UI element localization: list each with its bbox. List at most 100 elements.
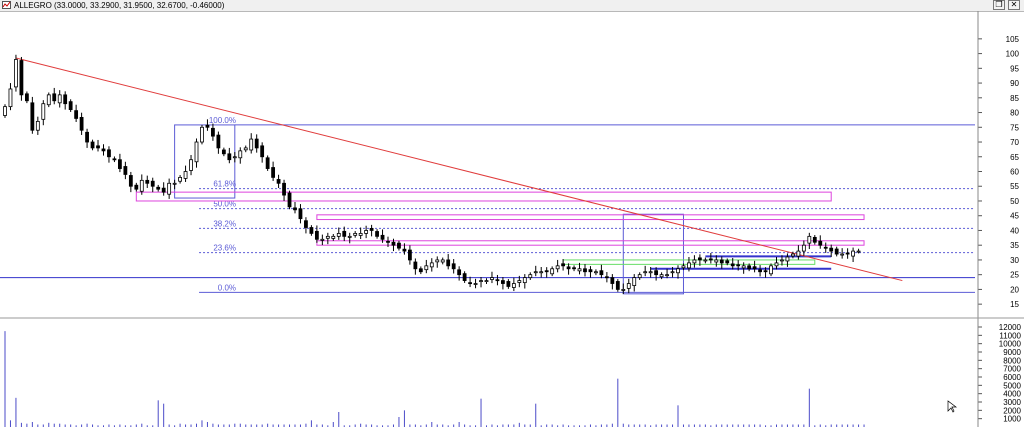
price-tick-label: 55	[1010, 182, 1019, 191]
candle-body	[697, 257, 702, 261]
candle-body	[780, 259, 784, 262]
candle-body	[594, 271, 598, 274]
candle-body	[134, 184, 139, 190]
candle-body	[495, 279, 500, 282]
candle-body	[544, 270, 549, 273]
candle-body	[599, 270, 604, 276]
candle-body	[572, 267, 576, 270]
candle-body	[118, 159, 122, 169]
candle-body	[665, 274, 669, 277]
candle-body	[615, 281, 620, 290]
resistance-zone	[316, 240, 865, 246]
candle-body	[260, 145, 265, 158]
candle-body	[413, 261, 418, 270]
candle-body	[561, 263, 566, 267]
mouse-cursor-icon	[947, 400, 958, 413]
price-tick-label: 75	[1010, 123, 1019, 132]
candle-body	[703, 259, 708, 262]
candle-body	[506, 281, 511, 287]
price-tick-label: 70	[1010, 138, 1019, 147]
candle-body	[648, 271, 653, 274]
candle-body	[74, 110, 79, 119]
price-tick-label: 30	[1010, 256, 1019, 265]
candle-body	[353, 233, 358, 236]
candle-body	[473, 283, 478, 285]
candle-body	[216, 134, 221, 149]
volume-tick-label: 12000	[999, 323, 1022, 332]
candle-body	[807, 235, 812, 244]
price-tick-label: 80	[1010, 109, 1019, 118]
candle-body	[63, 94, 68, 105]
candle-body	[172, 182, 177, 185]
candle-body	[736, 264, 741, 267]
price-tick-label: 60	[1010, 168, 1019, 177]
candle-body	[238, 150, 243, 159]
candle-body	[522, 277, 527, 284]
price-tick-label: 25	[1010, 271, 1019, 280]
resistance-zone	[135, 191, 832, 202]
candle-body	[468, 282, 472, 285]
fibonacci-overlays: 100.0% 61.8% 50.0% 38.2% 23.6% 0.0%	[0, 57, 975, 295]
candle-body	[747, 265, 752, 270]
price-tick-label: 15	[1010, 300, 1019, 309]
candle-body	[440, 259, 445, 263]
candle-body	[484, 280, 489, 283]
candle-body	[309, 227, 314, 234]
close-button[interactable]: ✕	[1008, 0, 1020, 10]
volume-bars	[4, 331, 865, 427]
candle-body	[325, 235, 330, 239]
candle-body	[145, 179, 150, 184]
candle-body	[834, 248, 839, 255]
candle-body	[823, 246, 828, 249]
candle-body	[183, 171, 188, 179]
candles	[3, 54, 861, 294]
candle-body	[763, 270, 768, 273]
volume-tick-label: 2000	[1003, 406, 1021, 415]
candle-body	[457, 269, 462, 276]
candle-body	[418, 268, 423, 273]
candle-body	[347, 235, 352, 238]
fib-level-label: 23.6%	[213, 244, 236, 253]
candle-body	[462, 273, 467, 281]
candle-body	[812, 236, 817, 243]
fib-level-label: 0.0%	[218, 283, 236, 292]
restore-button[interactable]: ❐	[993, 0, 1005, 10]
candle-body	[123, 166, 128, 175]
candle-body	[211, 127, 215, 137]
candle-body	[41, 103, 46, 120]
candle-body	[167, 182, 172, 195]
candle-body	[112, 158, 117, 161]
candle-body	[90, 141, 95, 149]
candle-body	[282, 182, 286, 196]
candle-body	[604, 276, 609, 279]
candle-body	[35, 120, 40, 131]
candle-body	[375, 231, 379, 237]
candle-body	[271, 167, 276, 178]
price-tick-label: 35	[1010, 241, 1019, 250]
candle-body	[714, 259, 719, 263]
candle-body	[227, 153, 232, 161]
price-tick-label: 85	[1010, 94, 1019, 103]
candle-body	[79, 117, 84, 131]
candle-body	[490, 277, 494, 280]
candle-body	[407, 249, 412, 261]
price-axis: 15 20 25 30 35 40 45 50 55 60 65 70 75 80 85 90 95 100 105	[978, 35, 1020, 309]
candle-body	[46, 94, 51, 106]
candle-body	[626, 283, 631, 289]
volume-tick-label: 9000	[1003, 348, 1021, 357]
candle-body	[583, 268, 587, 273]
candle-body	[397, 242, 401, 249]
chart-window-icon	[2, 1, 11, 9]
candle-body	[276, 179, 281, 184]
candle-body	[637, 274, 642, 279]
candle-body	[85, 131, 89, 143]
candle-body	[446, 259, 451, 267]
price-tick-label: 20	[1010, 285, 1019, 294]
candle-body	[178, 176, 182, 182]
candle-body	[845, 252, 850, 255]
candle-body	[249, 138, 254, 151]
candle-body	[725, 260, 730, 264]
candle-body	[654, 270, 659, 276]
price-tick-label: 100	[1006, 50, 1020, 59]
candle-body	[386, 240, 390, 243]
